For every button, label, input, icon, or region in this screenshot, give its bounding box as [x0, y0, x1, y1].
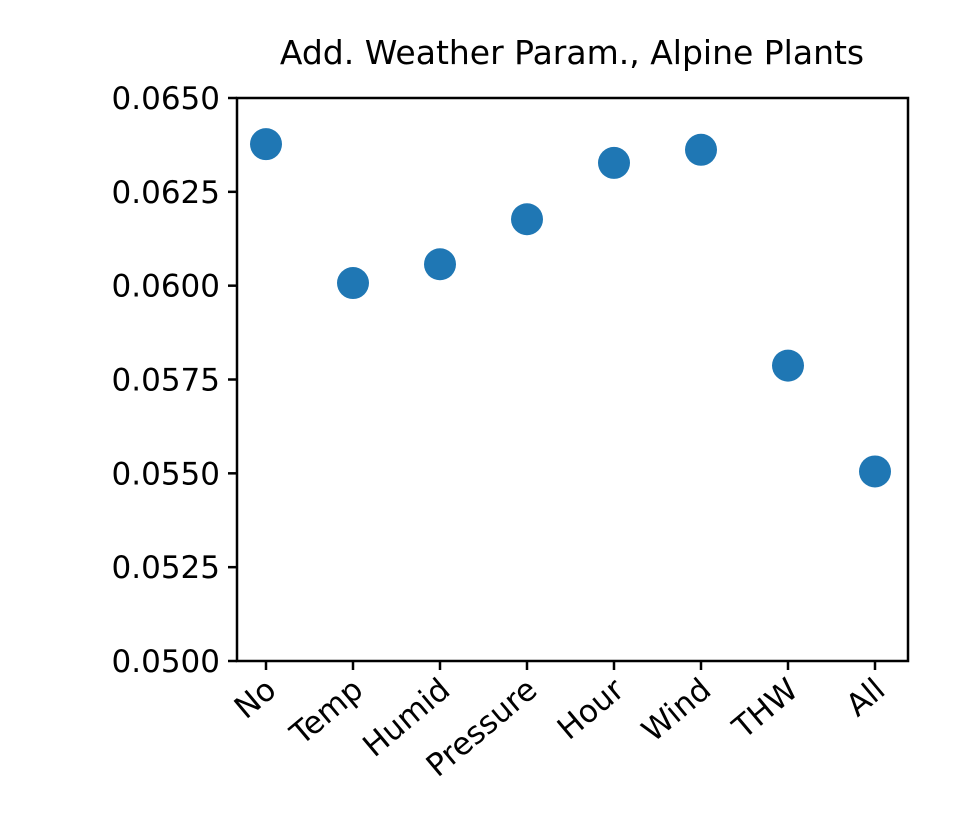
x-tick-label: Temp [283, 672, 370, 753]
y-tick-label: 0.0575 [112, 363, 220, 399]
x-tick-label: No [228, 672, 283, 727]
data-point [598, 146, 630, 179]
y-tick-label: 0.0525 [112, 550, 220, 586]
data-point [337, 267, 369, 300]
y-tick-label: 0.0650 [112, 81, 220, 117]
y-axis: 0.0500 0.0525 0.0550 0.0575 0.0600 0.0625 0.06… [112, 81, 237, 680]
y-tick-label: 0.0500 [112, 644, 220, 680]
plot-area-frame [235, 96, 910, 663]
data-point [685, 133, 717, 166]
y-tick-label: 0.0550 [112, 456, 220, 492]
x-tick-label: THW [725, 672, 805, 747]
chart-title: Add. Weather Param., Alpine Plants [280, 33, 864, 72]
y-tick-label: 0.0600 [112, 269, 220, 305]
x-tick-label: Wind [635, 672, 718, 750]
y-tick-label: 0.0625 [112, 175, 220, 211]
data-point [424, 248, 456, 281]
data-series [250, 128, 891, 488]
x-tick-label: Hour [551, 671, 632, 747]
data-point [511, 203, 543, 236]
data-point [859, 455, 891, 488]
x-tick-label: All [840, 672, 893, 724]
data-point [250, 128, 282, 161]
data-point [772, 349, 804, 382]
